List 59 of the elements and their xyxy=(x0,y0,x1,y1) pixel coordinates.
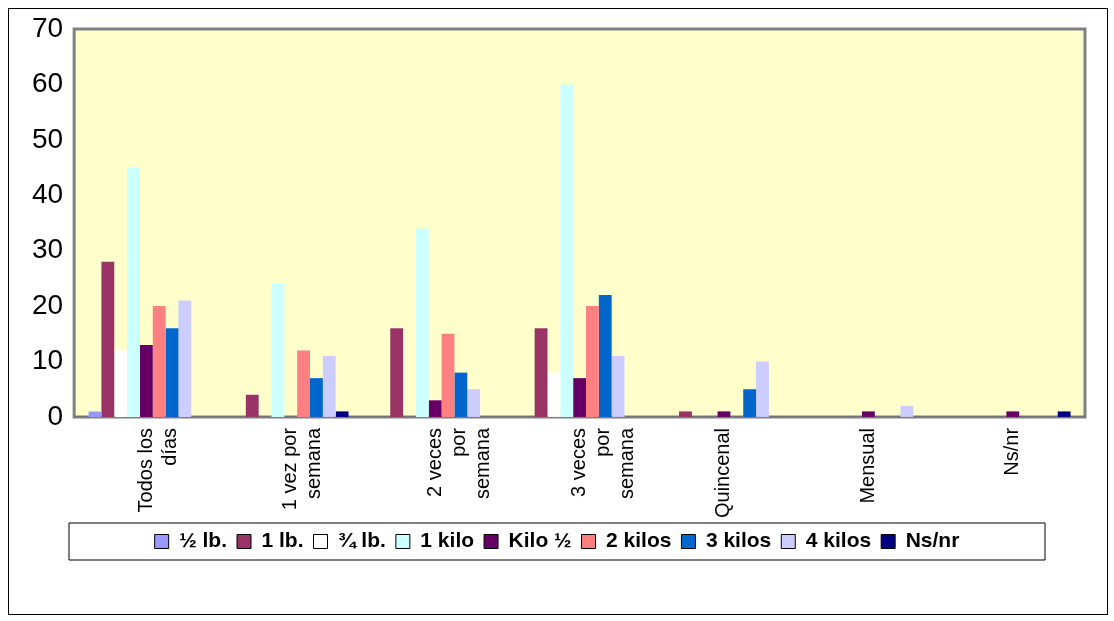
x-tick-label: 3 veces por semana xyxy=(567,427,638,500)
x-tick-label: Ns/nr xyxy=(1000,427,1023,476)
bar xyxy=(454,372,468,417)
bar xyxy=(245,394,259,417)
legend-label: Kilo ½ xyxy=(508,528,572,552)
bar xyxy=(152,306,166,417)
bar xyxy=(310,378,323,417)
bar xyxy=(178,300,192,417)
legend-label: 4 kilos xyxy=(805,528,872,552)
x-tick-label: 1 vez por semana xyxy=(278,427,325,511)
bar xyxy=(441,333,455,417)
legend-label: ¾ lb. xyxy=(338,528,386,552)
y-tick-label: 70 xyxy=(31,11,64,43)
bar xyxy=(861,411,875,417)
bar xyxy=(297,350,311,417)
bar xyxy=(611,355,625,417)
legend-label: Ns/nr xyxy=(905,528,960,552)
legend-label: ½ lb. xyxy=(179,528,228,552)
bar xyxy=(415,228,429,417)
legend-label: 3 kilos xyxy=(705,528,772,552)
bar xyxy=(390,328,404,417)
bar xyxy=(679,411,692,417)
bar xyxy=(534,328,548,417)
y-tick-label: 20 xyxy=(31,288,64,320)
y-tick-label: 30 xyxy=(31,233,64,265)
y-tick-label: 50 xyxy=(31,122,64,154)
bar xyxy=(335,411,349,417)
x-tick-label: Mensual xyxy=(855,427,878,504)
bar xyxy=(139,344,153,417)
legend-label: 2 kilos xyxy=(606,528,672,552)
bar xyxy=(743,389,757,417)
bar xyxy=(1057,411,1071,417)
y-tick-label: 60 xyxy=(31,67,64,99)
bar xyxy=(165,328,179,417)
legend-label: 1 lb. xyxy=(261,528,304,552)
x-tick-label: Todos los días xyxy=(133,427,180,513)
bar xyxy=(573,378,586,417)
bar xyxy=(322,355,336,417)
bar xyxy=(560,84,574,417)
bar xyxy=(467,389,481,417)
bar xyxy=(114,350,128,417)
bar xyxy=(127,167,140,417)
y-tick-label: 10 xyxy=(31,344,64,376)
bar xyxy=(756,361,769,417)
bar xyxy=(88,411,102,417)
bar xyxy=(598,295,612,417)
bar xyxy=(1006,411,1020,417)
bar xyxy=(271,283,285,417)
bar xyxy=(547,372,561,417)
y-tick-label: 0 xyxy=(47,399,64,431)
bar xyxy=(428,400,442,417)
bar xyxy=(101,261,115,417)
legend-label: 1 kilo xyxy=(420,528,475,552)
x-tick-label: 2 veces por semana xyxy=(422,427,493,500)
bar xyxy=(585,306,599,417)
bar xyxy=(717,411,731,417)
y-tick-label: 40 xyxy=(31,177,64,209)
x-tick-label: Quincenal xyxy=(711,427,734,518)
bar xyxy=(900,405,914,417)
